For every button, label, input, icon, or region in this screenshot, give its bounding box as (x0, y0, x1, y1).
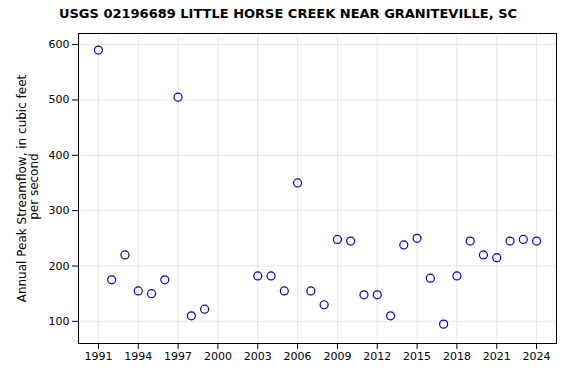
svg-text:2006: 2006 (284, 350, 312, 363)
svg-text:2015: 2015 (403, 350, 431, 363)
svg-text:2012: 2012 (363, 350, 391, 363)
svg-text:2021: 2021 (483, 350, 511, 363)
svg-text:500: 500 (49, 93, 70, 106)
svg-text:2003: 2003 (244, 350, 272, 363)
svg-text:2000: 2000 (204, 350, 232, 363)
svg-text:1991: 1991 (84, 350, 112, 363)
svg-text:1997: 1997 (164, 350, 192, 363)
svg-text:Annual Peak Streamflow, in cub: Annual Peak Streamflow, in cubic feet pe… (15, 74, 41, 302)
html-text:USGS 02196689 LITTLE HORSE CRE: USGS 02196689 LITTLE HORSE CREEK NEAR GR… (58, 6, 518, 21)
svg-text:2009: 2009 (323, 350, 351, 363)
svg-text:100: 100 (49, 315, 70, 328)
svg-text:200: 200 (49, 260, 70, 273)
svg-text:2024: 2024 (523, 350, 551, 363)
svg-text:2018: 2018 (443, 350, 471, 363)
svg-text:400: 400 (49, 149, 70, 162)
svg-text:300: 300 (49, 204, 70, 217)
svg-text:600: 600 (49, 38, 70, 51)
svg-text:1994: 1994 (124, 350, 152, 363)
